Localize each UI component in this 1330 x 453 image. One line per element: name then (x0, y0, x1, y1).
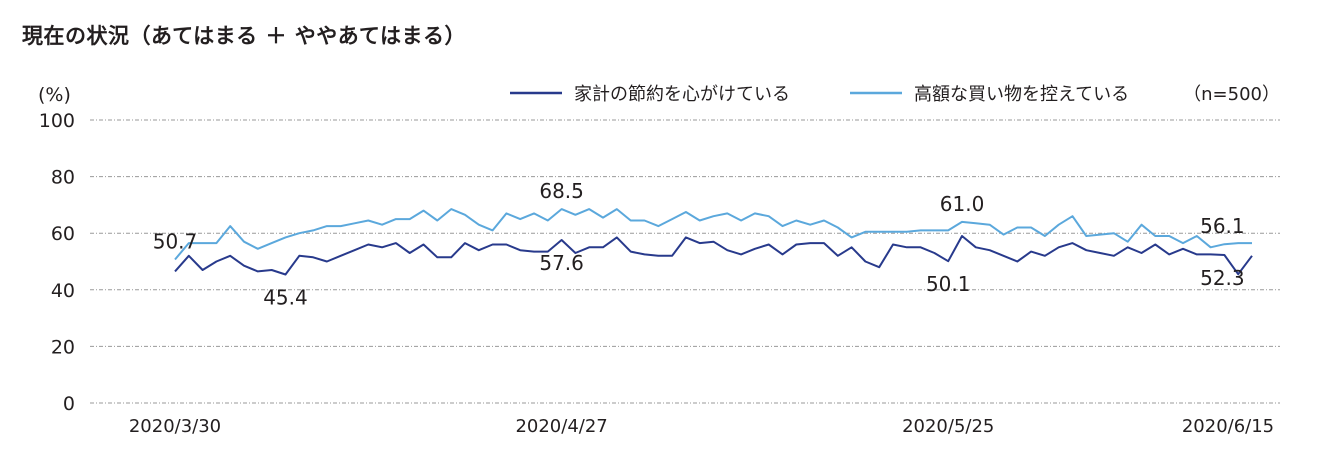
y-axis-ticks: 0 20 40 60 80 100 (39, 110, 75, 415)
y-tick-label: 60 (51, 223, 75, 245)
x-axis-ticks: 2020/3/30 2020/4/27 2020/5/25 2020/6/15 (129, 416, 1274, 437)
grid-lines (90, 119, 1280, 404)
y-tick-label: 0 (63, 393, 75, 415)
data-label: 50.7 (153, 230, 198, 254)
y-tick-label: 80 (51, 167, 75, 189)
x-tick-label: 2020/4/27 (515, 416, 607, 437)
y-tick-label: 20 (51, 336, 75, 358)
data-label: 68.5 (539, 179, 584, 203)
x-tick-label: 2020/3/30 (129, 416, 221, 437)
series-lines (174, 208, 1253, 276)
data-label: 52.3 (1200, 266, 1245, 290)
legend-label: 家計の節約を心がけている (574, 84, 790, 105)
x-tick-label: 2020/5/25 (902, 416, 994, 437)
x-tick-label: 2020/6/15 (1182, 416, 1274, 437)
data-label: 56.1 (1200, 214, 1245, 238)
data-labels: 45.4 57.6 50.1 52.3 50.7 68.5 61.0 56.1 (153, 179, 1245, 309)
sample-size-note: （n=500） (1183, 84, 1280, 105)
data-label: 57.6 (539, 251, 584, 275)
data-label: 50.1 (926, 272, 971, 296)
legend: 家計の節約を心がけている 高額な買い物を控えている (510, 84, 1129, 105)
series-line-1 (174, 208, 1252, 261)
data-label: 61.0 (940, 192, 985, 216)
data-label: 45.4 (263, 286, 308, 310)
legend-label: 高額な買い物を控えている (914, 84, 1129, 105)
y-tick-label: 40 (51, 280, 75, 302)
y-axis-label: (%) (38, 84, 71, 106)
y-tick-label: 100 (39, 110, 75, 132)
chart-title: 現在の状況（あてはまる ＋ ややあてはまる） (22, 24, 466, 48)
series-line-0 (174, 235, 1253, 276)
